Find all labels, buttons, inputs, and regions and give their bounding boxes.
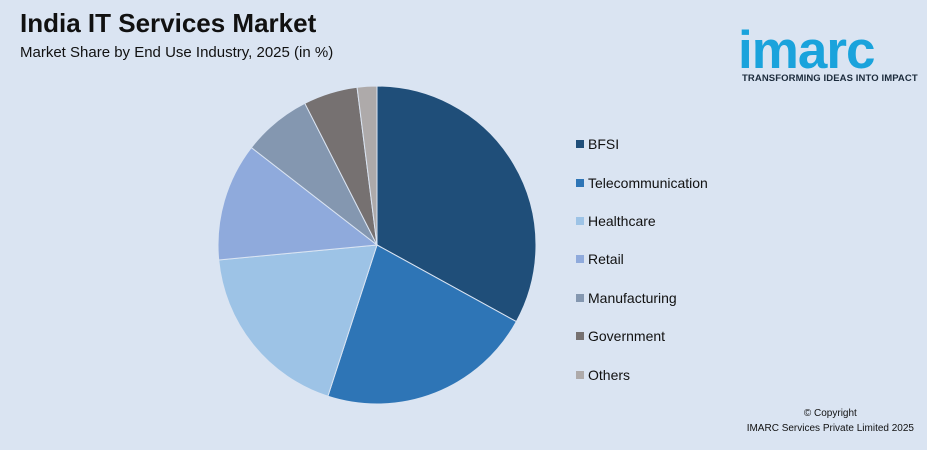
company-text: IMARC Services Private Limited 2025: [746, 423, 914, 434]
legend-label-retail: Retail: [588, 251, 624, 268]
legend-label-healthcare: Healthcare: [588, 212, 656, 229]
pie-chart-container: [210, 78, 544, 412]
legend-swatch-others: [576, 370, 584, 379]
pie-chart: [217, 85, 537, 405]
legend-label-others: Others: [588, 366, 631, 383]
chart-subtitle: Market Share by End Use Industry, 2025 (…: [20, 44, 334, 61]
legend-swatch-manufacturing: [576, 293, 584, 302]
legend-swatch-retail: [576, 255, 584, 264]
legend-label-telecommunication: Telecommunication: [588, 174, 708, 191]
pie-slice-bfsi: [376, 85, 537, 323]
legend-swatch-healthcare: [576, 216, 584, 225]
copyright-text: © Copyright: [803, 408, 857, 419]
legend-swatch-bfsi: [576, 140, 584, 149]
legend-item-others: Others: [576, 355, 708, 393]
legend-item-healthcare: Healthcare: [576, 202, 708, 240]
legend-label-manufacturing: Manufacturing: [588, 289, 677, 306]
legend-item-bfsi: BFSI: [576, 125, 708, 163]
legend-item-manufacturing: Manufacturing: [576, 279, 708, 317]
legend-item-retail: Retail: [576, 240, 708, 278]
pie-slice-healthcare: [218, 244, 378, 397]
logo-wordmark: imarc: [738, 21, 875, 80]
legend-label-bfsi: BFSI: [588, 136, 620, 153]
legend-swatch-telecommunication: [576, 178, 584, 187]
pie-slice-others: [356, 85, 378, 246]
logo-tagline: TRANSFORMING IDEAS INTO IMPACT: [742, 73, 918, 84]
chart-title: India IT Services Market: [20, 8, 317, 38]
legend-swatch-government: [576, 332, 584, 341]
pie-slice-telecommunication: [327, 244, 518, 405]
legend-item-government: Government: [576, 317, 708, 355]
chart-legend: BFSI Telecommunication Healthcare Retail Man…: [576, 125, 708, 394]
footer: © Copyright IMARC Services Private Limit…: [747, 406, 914, 436]
legend-item-telecommunication: Telecommunication: [576, 163, 708, 201]
legend-label-government: Government: [588, 328, 666, 345]
imarc-logo: imarc TRANSFORMING IDEAS INTO IMPACT: [734, 4, 924, 88]
pie-slice-retail: [217, 146, 379, 261]
